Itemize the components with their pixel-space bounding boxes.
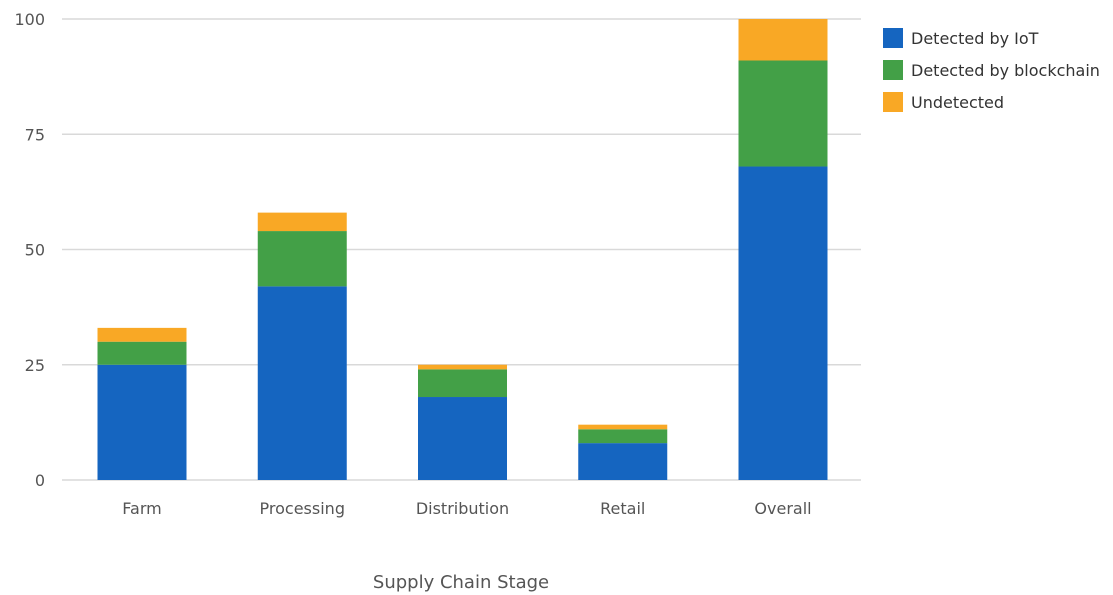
grid-lines (62, 18, 861, 481)
bar-segment (257, 212, 347, 232)
bar-segment (97, 364, 187, 480)
x-tick-label: Overall (754, 499, 811, 518)
bars (97, 19, 828, 480)
x-tick-label: Farm (122, 499, 161, 518)
y-tick-label: 75 (25, 125, 45, 144)
legend-swatch (883, 60, 903, 80)
y-tick-label: 25 (25, 356, 45, 375)
x-tick-label: Distribution (416, 499, 509, 518)
bar-segment (418, 397, 507, 480)
bar-segment (257, 231, 347, 287)
legend: Detected by IoT Detected by blockchain Und… (883, 28, 1100, 112)
bar-segment (578, 429, 668, 444)
bar-segment (738, 60, 828, 167)
y-tick-label: 0 (35, 471, 45, 490)
bar-segment (738, 166, 828, 480)
legend-swatch (883, 92, 903, 112)
legend-label: Detected by IoT (911, 29, 1039, 48)
bar-segment (418, 369, 507, 398)
bar-segment (578, 443, 668, 480)
bar-segment (97, 327, 187, 342)
bar-segment (738, 19, 828, 61)
y-tick-label: 100 (14, 10, 45, 29)
bar-segment (97, 341, 187, 365)
x-axis-ticks: Farm Processing Distribution Retail Overall (122, 499, 811, 518)
x-tick-label: Processing (260, 499, 345, 518)
x-axis-title: Supply Chain Stage (373, 572, 549, 593)
bar-segment (418, 364, 507, 370)
legend-swatch (883, 28, 903, 48)
legend-label: Detected by blockchain (911, 61, 1100, 80)
legend-label: Undetected (911, 93, 1004, 112)
x-tick-label: Retail (600, 499, 645, 518)
y-tick-label: 50 (25, 241, 45, 260)
y-axis-ticks: 0 25 50 75 100 (14, 10, 45, 490)
bar-segment (578, 424, 668, 430)
bar-segment (257, 286, 347, 480)
